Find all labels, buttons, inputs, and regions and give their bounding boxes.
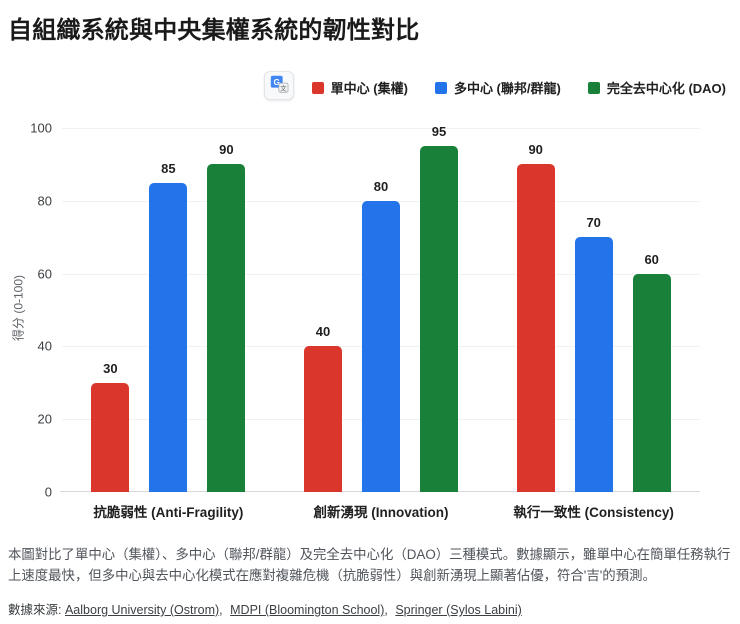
y-tick-label: 80 — [37, 193, 52, 209]
bar-group: 30 85 90 — [62, 128, 275, 492]
source-separator: , — [219, 603, 223, 617]
bar: 80 — [362, 179, 400, 492]
chart-description: 本圖對比了單中心（集權）、多中心（聯邦/群龍）及完全去中心化（DAO）三種模式。… — [8, 547, 731, 584]
bar: 95 — [420, 124, 458, 492]
bar-value-label: 95 — [431, 124, 447, 140]
bar-value-label: 80 — [373, 178, 389, 194]
bar-groups: 30 85 90 40 80 95 90 70 60 — [62, 124, 700, 492]
bar-value-label: 90 — [219, 142, 234, 158]
bar: 90 — [516, 142, 555, 492]
legend-item-dao: 完全去中心化 (DAO) — [587, 78, 726, 97]
data-sources: 數據來源: Aalborg University (Ostrom), MDPI … — [8, 599, 522, 618]
bar: 40 — [304, 324, 342, 492]
legend-item-centralized: 單中心 (集權) — [311, 78, 408, 97]
legend-label: 單中心 (集權) — [330, 81, 408, 96]
bar: 30 — [91, 361, 130, 492]
page-title: 自組織系統與中央集權系統的韌性對比 — [8, 17, 420, 44]
y-axis-ticks: 0 20 40 60 80 100 — [0, 121, 52, 500]
y-tick-label: 100 — [30, 120, 52, 136]
bar: 70 — [574, 215, 613, 492]
source-link-springer[interactable]: Springer (Sylos Labini) — [395, 603, 522, 617]
svg-text:文: 文 — [280, 83, 287, 92]
legend-label: 多中心 (聯邦/群龍) — [453, 81, 561, 96]
x-axis-label: 抗脆弱性 (Anti-Fragility) — [93, 505, 244, 520]
legend-swatch-blue — [434, 81, 447, 94]
x-axis-label: 執行一致性 (Consistency) — [513, 505, 674, 520]
source-link-aalborg[interactable]: Aalborg University (Ostrom) — [64, 603, 220, 617]
bar-value-label: 85 — [161, 160, 176, 176]
y-tick-label: 40 — [37, 338, 52, 354]
plot-area: 30 85 90 40 80 95 90 70 60 — [60, 124, 700, 492]
google-translate-icon: G 文 — [270, 75, 289, 97]
bar-group: 90 70 60 — [487, 128, 700, 492]
bar: 90 — [207, 142, 246, 492]
bar-value-label: 30 — [103, 360, 118, 376]
legend-item-polycentric: 多中心 (聯邦/群龍) — [434, 78, 561, 97]
bar-value-label: 70 — [586, 215, 601, 231]
bar: 85 — [149, 161, 188, 492]
bar: 60 — [632, 252, 671, 492]
y-tick-label: 20 — [37, 411, 52, 427]
source-separator: , — [384, 603, 388, 617]
sources-prefix: 數據來源: — [8, 603, 62, 617]
y-tick-label: 0 — [44, 484, 52, 500]
svg-text:G: G — [273, 76, 279, 86]
legend-swatch-red — [311, 81, 324, 94]
chart-legend: 單中心 (集權) 多中心 (聯邦/群龍) 完全去中心化 (DAO) — [311, 78, 726, 97]
y-tick-label: 60 — [37, 266, 52, 282]
x-axis-label: 創新湧現 (Innovation) — [313, 505, 449, 520]
bar-value-label: 90 — [528, 142, 543, 158]
source-link-mdpi[interactable]: MDPI (Bloomington School) — [230, 603, 385, 617]
legend-label: 完全去中心化 (DAO) — [606, 81, 726, 96]
legend-swatch-green — [587, 81, 600, 94]
translate-button[interactable]: G 文 — [264, 71, 294, 100]
x-axis-labels: 抗脆弱性 (Anti-Fragility) 創新湧現 (Innovation) 執行… — [62, 501, 700, 521]
bar-value-label: 60 — [644, 251, 659, 267]
gridline — [62, 128, 700, 129]
bar-group: 40 80 95 — [275, 124, 488, 492]
bar-value-label: 40 — [315, 324, 331, 340]
